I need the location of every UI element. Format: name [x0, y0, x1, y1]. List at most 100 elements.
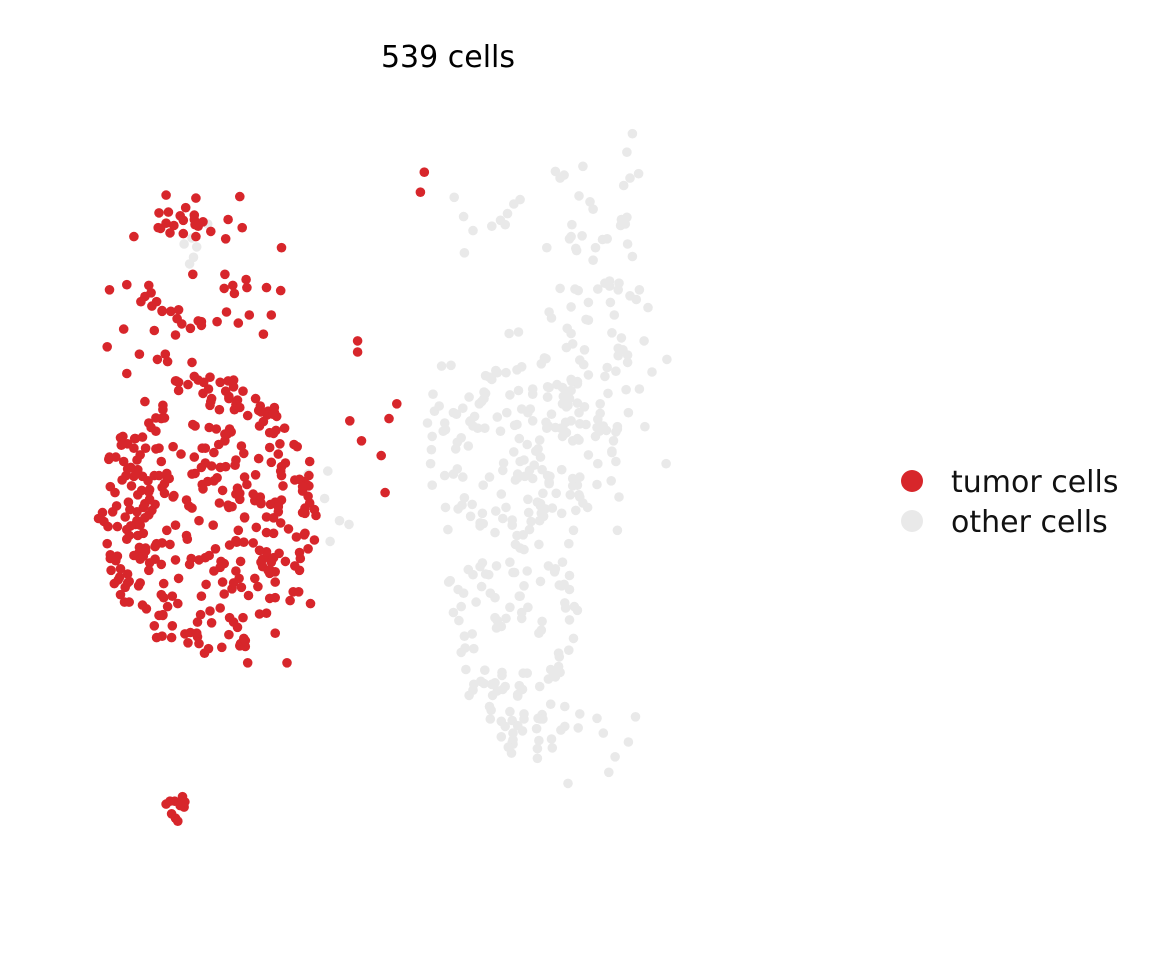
- point-tumor-cells: [235, 191, 245, 202]
- point-tumor-cells: [384, 413, 394, 424]
- point-other-cells: [557, 399, 568, 409]
- point-other-cells: [567, 481, 578, 491]
- point-tumor-cells: [270, 577, 281, 587]
- point-tumor-cells: [261, 608, 272, 618]
- point-tumor-cells: [236, 441, 247, 451]
- point-tumor-cells: [165, 228, 175, 238]
- point-tumor-cells: [102, 538, 112, 549]
- point-other-cells: [571, 505, 581, 516]
- point-other-cells: [567, 376, 577, 387]
- point-tumor-cells: [102, 342, 112, 352]
- point-other-cells: [550, 422, 561, 433]
- point-tumor-cells: [244, 310, 255, 320]
- point-tumor-cells: [105, 553, 116, 564]
- point-tumor-cells: [138, 502, 149, 513]
- point-tumor-cells: [138, 528, 149, 539]
- point-tumor-cells: [146, 422, 156, 433]
- point-tumor-cells: [261, 527, 272, 538]
- point-tumor-cells: [283, 524, 294, 534]
- point-tumor-cells: [279, 423, 290, 434]
- point-other-cells: [184, 259, 195, 269]
- point-tumor-cells: [137, 432, 148, 442]
- point-other-cells: [459, 493, 470, 503]
- point-other-cells: [573, 723, 583, 733]
- point-tumor-cells: [228, 382, 239, 392]
- point-other-cells: [498, 458, 509, 468]
- point-tumor-cells: [168, 441, 178, 452]
- point-other-cells: [566, 231, 576, 242]
- point-tumor-cells: [162, 525, 172, 536]
- point-tumor-cells: [297, 507, 308, 518]
- point-other-cells: [604, 281, 615, 291]
- point-tumor-cells: [280, 556, 291, 567]
- point-tumor-cells: [188, 269, 198, 280]
- point-tumor-cells: [242, 658, 253, 668]
- point-tumor-cells: [209, 447, 219, 458]
- point-other-cells: [553, 648, 564, 658]
- point-other-cells: [542, 382, 553, 392]
- point-other-cells: [558, 424, 569, 435]
- point-other-cells: [602, 362, 612, 373]
- point-tumor-cells: [164, 473, 174, 484]
- point-tumor-cells: [106, 565, 116, 576]
- point-other-cells: [585, 197, 595, 207]
- point-tumor-cells: [297, 481, 308, 492]
- point-tumor-cells: [201, 579, 211, 590]
- point-other-cells: [582, 502, 593, 513]
- legend: tumor cells other cells: [901, 465, 1118, 540]
- point-other-cells: [531, 723, 542, 734]
- point-other-cells: [476, 581, 487, 592]
- point-other-cells: [448, 407, 459, 418]
- point-other-cells: [583, 297, 594, 308]
- point-other-cells: [606, 476, 616, 486]
- point-tumor-cells: [118, 456, 129, 467]
- point-tumor-cells: [228, 617, 239, 627]
- point-other-cells: [611, 366, 621, 377]
- point-tumor-cells: [304, 470, 314, 481]
- point-tumor-cells: [299, 530, 310, 540]
- point-tumor-cells: [173, 573, 184, 584]
- point-tumor-cells: [264, 442, 275, 453]
- point-tumor-cells: [294, 547, 305, 558]
- point-other-cells: [463, 564, 474, 575]
- point-other-cells: [639, 336, 649, 346]
- point-tumor-cells: [250, 470, 261, 480]
- point-other-cells: [532, 743, 543, 754]
- point-other-cells: [448, 607, 459, 618]
- point-tumor-cells: [194, 515, 204, 526]
- point-tumor-cells: [169, 220, 179, 231]
- point-tumor-cells: [235, 556, 246, 567]
- point-tumor-cells: [152, 354, 163, 365]
- point-tumor-cells: [275, 285, 286, 296]
- point-other-cells: [496, 732, 507, 742]
- point-other-cells: [534, 681, 545, 692]
- point-other-cells: [633, 168, 644, 179]
- point-tumor-cells: [273, 449, 284, 459]
- point-other-cells: [537, 464, 547, 475]
- point-other-cells: [527, 389, 538, 400]
- point-other-cells: [533, 713, 543, 724]
- point-other-cells: [558, 391, 569, 402]
- point-other-cells: [588, 255, 598, 265]
- point-other-cells: [534, 735, 544, 746]
- point-tumor-cells: [129, 443, 139, 454]
- point-other-cells: [519, 544, 529, 555]
- point-other-cells: [566, 328, 576, 339]
- point-other-cells: [564, 570, 575, 581]
- point-other-cells: [484, 472, 495, 482]
- point-other-cells: [537, 616, 547, 627]
- point-other-cells: [598, 421, 609, 431]
- point-tumor-cells: [119, 597, 130, 607]
- point-tumor-cells: [117, 475, 127, 485]
- point-other-cells: [440, 424, 451, 435]
- point-tumor-cells: [156, 559, 167, 570]
- point-tumor-cells: [166, 809, 177, 819]
- point-tumor-cells: [264, 427, 275, 438]
- point-other-cells: [498, 513, 508, 524]
- point-other-cells: [449, 192, 460, 203]
- point-other-cells: [485, 588, 496, 598]
- point-other-cells: [590, 242, 601, 253]
- point-tumor-cells: [183, 638, 193, 648]
- point-other-cells: [467, 499, 478, 510]
- point-other-cells: [556, 464, 567, 475]
